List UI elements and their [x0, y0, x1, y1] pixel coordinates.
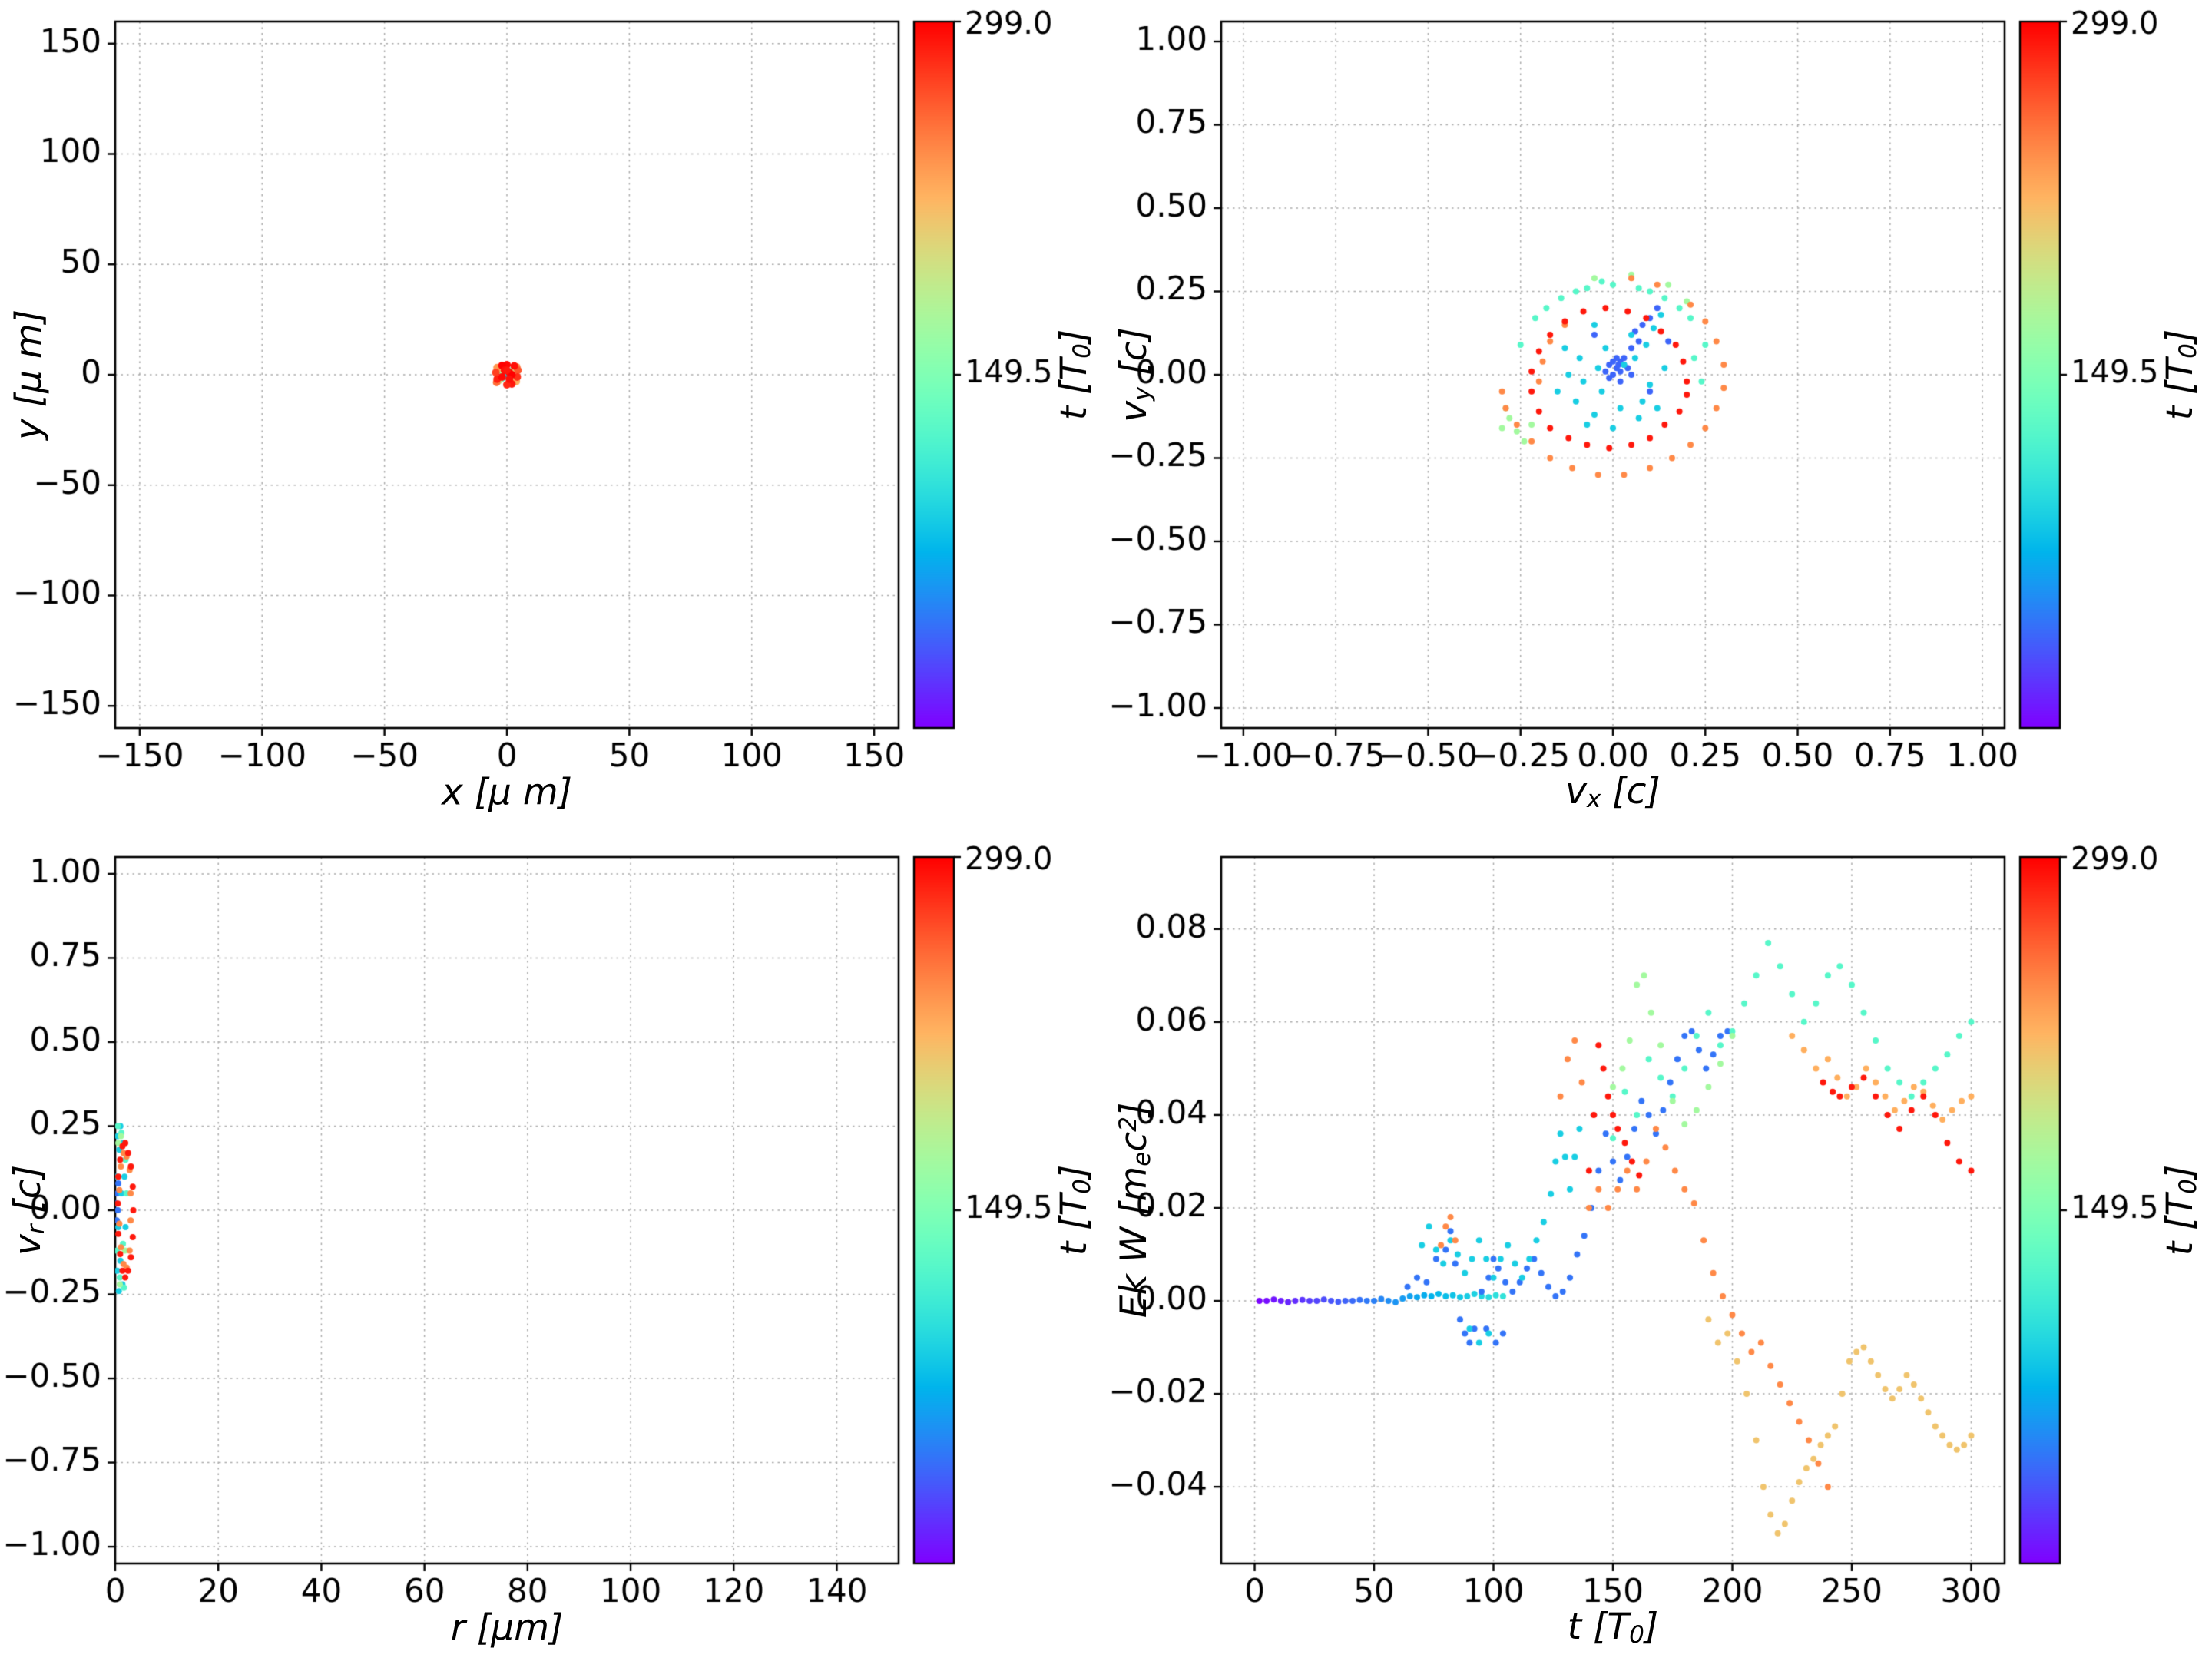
radial-phase-space-plot-canvas — [0, 836, 1106, 1671]
x-axis-label: vx [c] — [1565, 770, 1661, 813]
subplot-energy-vs-time: t [T0] Ek W [mec2] t [T0] — [1106, 836, 2212, 1671]
subplot-velocity-space: vx [c] vy [c] t [T0] — [1106, 0, 2212, 836]
y-axis-label: Ek W [mec2] — [1113, 1102, 1156, 1319]
subplot-position-space: x [μ m] y [μ m] t [T0] — [0, 0, 1106, 836]
x-axis-label: t [T0] — [1567, 1606, 1659, 1649]
y-axis-label: y [μ m] — [8, 309, 51, 441]
position-space-plot-canvas — [0, 0, 1106, 836]
x-axis-label: x [μ m] — [441, 771, 573, 814]
colorbar-label: t [T0] — [2159, 1164, 2202, 1256]
colorbar-label: t [T0] — [1053, 1164, 1096, 1256]
x-axis-label: r [μm] — [450, 1606, 564, 1649]
colorbar-label: t [T0] — [1053, 329, 1096, 421]
colorbar-label: t [T0] — [2159, 329, 2202, 421]
subplot-radial-phase-space: r [μm] vr [c] t [T0] — [0, 836, 1106, 1671]
energy-vs-time-plot-canvas — [1106, 836, 2212, 1671]
y-axis-label: vr [c] — [7, 1164, 50, 1256]
y-axis-label: vy [c] — [1113, 327, 1156, 422]
velocity-space-plot-canvas — [1106, 0, 2212, 836]
